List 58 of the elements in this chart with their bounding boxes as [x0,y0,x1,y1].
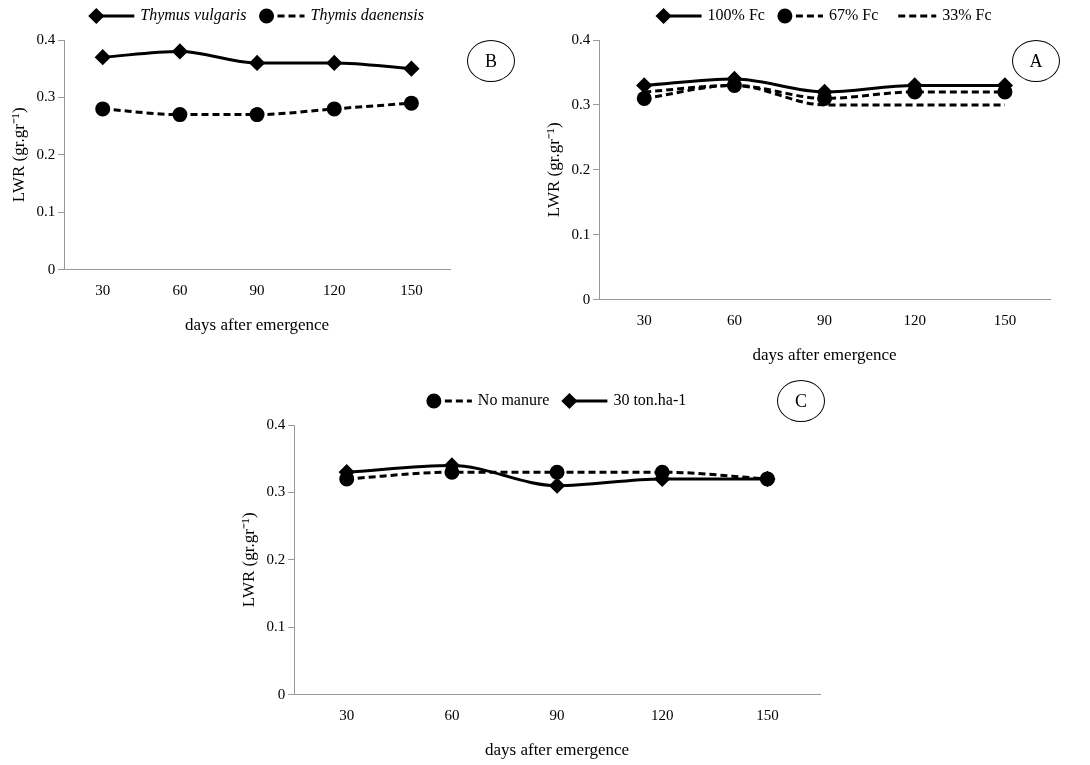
legend-label: Thymus vulgaris [140,6,247,25]
y-tick-label: 0.2 [266,550,286,567]
point [636,77,652,93]
point [249,107,265,123]
y-tick-label: 0.2 [571,160,591,177]
x-tick-label: 150 [756,706,779,723]
legend-label: 30 ton.ha-1 [613,391,687,409]
x-tick-label: 90 [249,281,265,298]
legend-label: 67% Fc [828,6,879,24]
legend-label: 33% Fc [942,6,992,24]
y-tick-label: 0.2 [36,145,56,162]
x-axis-title: days after emergence [485,740,630,760]
x-tick-label: 30 [95,281,111,298]
x-tick-label: 60 [444,706,460,723]
legend-label: 100% Fc [707,6,765,24]
x-tick-label: 90 [549,706,565,723]
point [172,43,188,59]
y-axis-title: LWR (gr.gr⁻¹) [238,512,258,608]
legend-label: Thymis daenensis [310,6,424,25]
y-tick-label: 0.4 [571,30,591,47]
y-tick-label: 0.1 [571,225,591,242]
circle-outline: B [467,40,515,82]
x-axis-title: days after emergence [185,315,330,335]
y-tick-label: 0.4 [36,30,56,47]
x-tick-label: 120 [650,706,674,723]
x-axis-title: days after emergence [752,345,897,365]
y-tick-label: 0.1 [36,203,56,220]
x-tick-label: 90 [817,311,833,328]
x-tick-label: 60 [726,311,742,328]
circle-outline: C [777,380,825,422]
x-tick-label: 120 [903,311,926,328]
x-tick-label: 30 [339,706,355,723]
point [95,101,111,117]
x-tick-label: 150 [400,281,423,298]
point [403,95,419,111]
y-axis-title: LWR (gr.gr⁻¹) [543,122,563,218]
y-tick-label: 0.4 [266,415,286,432]
point [172,107,188,123]
x-tick-label: 120 [322,281,346,298]
point [636,90,652,106]
y-axis-title: LWR (gr.gr⁻¹) [8,107,28,203]
point [95,49,111,65]
y-tick-label: 0.3 [266,483,286,500]
point [403,61,419,77]
point [326,101,342,117]
y-tick-label: 0 [582,290,591,307]
y-tick-label: 0.3 [571,95,591,112]
x-tick-label: 60 [172,281,188,298]
y-tick-label: 0.3 [36,88,56,105]
y-tick-label: 0.1 [266,618,286,635]
legend-label: No manure [477,391,550,409]
y-tick-label: 0 [47,260,56,277]
point [326,55,342,71]
x-tick-label: 30 [636,311,652,328]
point [249,55,265,71]
circle-outline: A [1012,40,1060,82]
x-tick-label: 150 [993,311,1017,328]
y-tick-label: 0 [277,685,286,702]
